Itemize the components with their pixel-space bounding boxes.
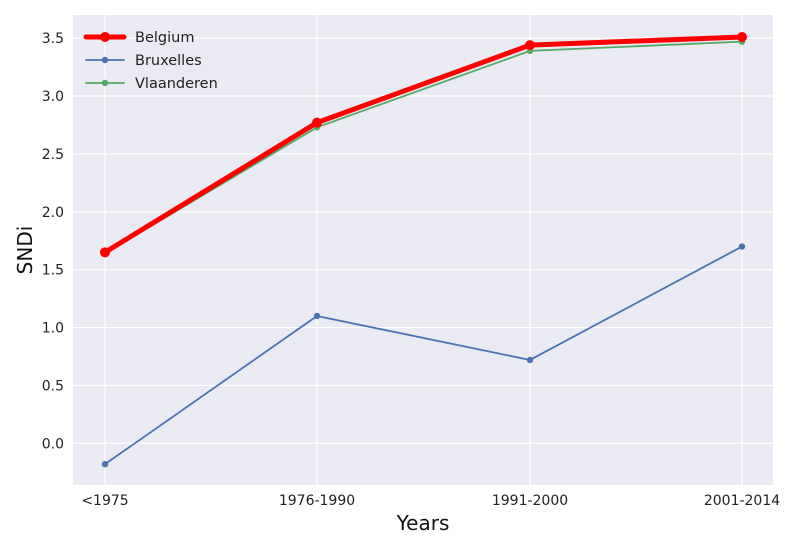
legend-item-vlaanderen: Vlaanderen <box>85 76 218 92</box>
series-layer <box>100 31 747 468</box>
data-point <box>312 117 322 128</box>
y-tick-label: 0.5 <box>42 378 64 394</box>
gridlines <box>73 15 773 485</box>
y-tick-label: 0.0 <box>42 436 64 452</box>
y-tick-label: 3.5 <box>42 31 64 47</box>
y-tick-label: 1.0 <box>42 321 64 337</box>
legend-label: Bruxelles <box>135 53 202 69</box>
series-line <box>102 34 745 255</box>
legend-label: Belgium <box>135 30 194 46</box>
tick-labels: 0.0 0.5 1.0 1.5 2.0 2.5 3.0 3.5 <1975 1976-1990 19… <box>42 31 781 509</box>
legend-swatch-marker <box>101 79 109 87</box>
data-point <box>100 247 110 258</box>
data-point <box>525 40 535 51</box>
y-axis-label: SNDi <box>13 226 37 275</box>
data-point <box>738 243 746 250</box>
x-tick-label: 1976-1990 <box>279 493 355 509</box>
data-point <box>526 356 534 364</box>
data-point <box>101 460 109 468</box>
x-axis-label: Years <box>396 511 450 535</box>
x-tick-label: 2001-2014 <box>704 493 780 509</box>
y-tick-label: 2.0 <box>42 205 64 221</box>
data-point <box>737 31 747 42</box>
series-line <box>104 245 743 466</box>
series-bruxelles <box>101 243 746 468</box>
legend: Belgium Bruxelles Vlaanderen <box>83 30 218 92</box>
legend-swatch-marker <box>100 32 110 42</box>
series-belgium <box>100 31 747 258</box>
legend-label: Vlaanderen <box>135 76 218 92</box>
y-tick-label: 2.5 <box>42 147 64 163</box>
legend-swatch-marker <box>101 56 109 64</box>
plot-area <box>73 15 773 485</box>
y-tick-label: 3.0 <box>42 89 64 105</box>
legend-item-bruxelles: Bruxelles <box>85 53 202 69</box>
legend-item-belgium: Belgium <box>83 30 194 46</box>
x-tick-label: 1991-2000 <box>492 493 568 509</box>
data-point <box>313 312 321 320</box>
y-tick-label: 1.5 <box>42 263 64 279</box>
x-tick-label: <1975 <box>81 493 128 509</box>
